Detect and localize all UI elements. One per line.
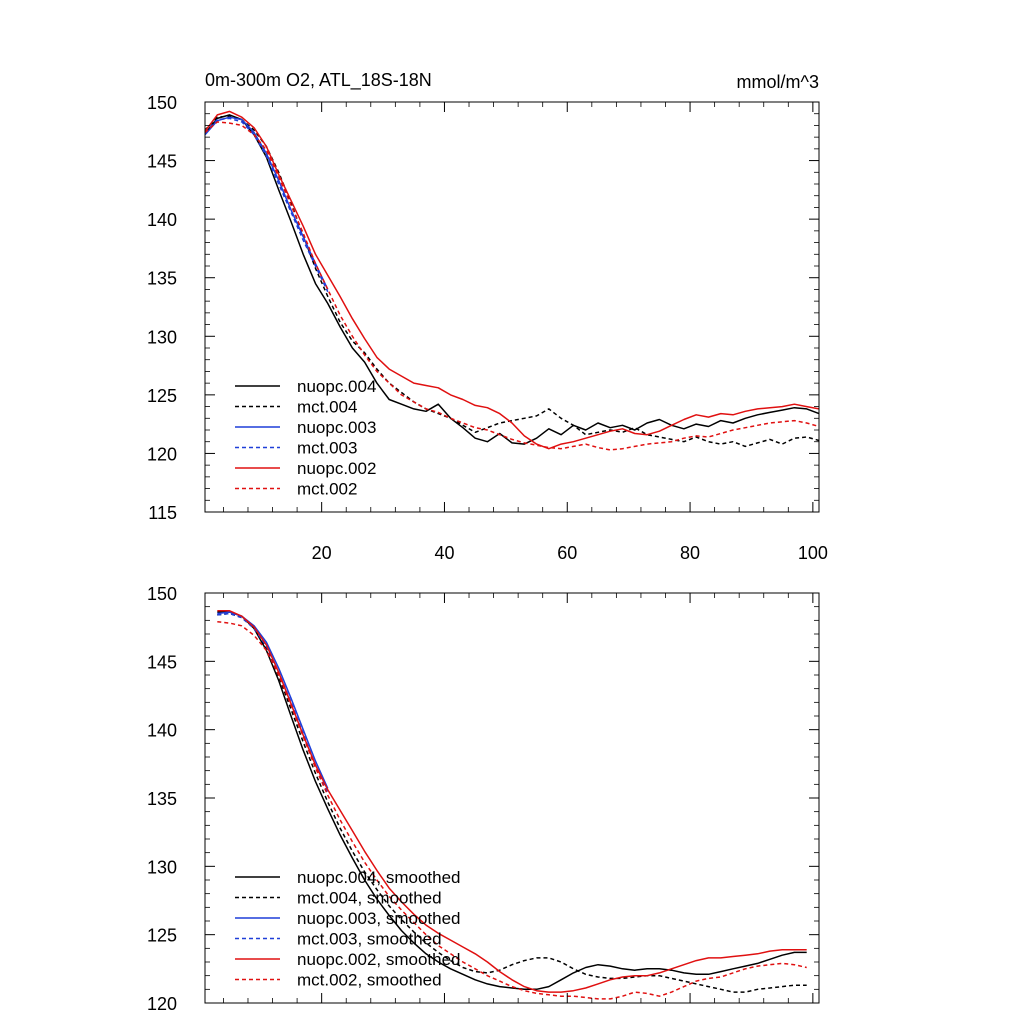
top-ytick-label-0: 115 — [148, 503, 177, 523]
top-xtick-label-4: 100 — [798, 543, 828, 563]
top-legend-label-0: nuopc.004 — [297, 377, 376, 396]
bottom-series-line-3 — [217, 612, 329, 793]
top-legend-label-5: mct.002 — [297, 480, 357, 499]
bottom-legend-label-4: nuopc.002, smoothed — [297, 950, 461, 969]
top-minor-ticks — [205, 102, 819, 512]
bottom-ytick-label-6: 150 — [147, 584, 177, 604]
top-major-ticks — [205, 101, 819, 513]
top-xtick-label-1: 40 — [434, 543, 454, 563]
top-ytick-label-6: 145 — [147, 152, 177, 172]
bottom-y-tick-labels: 120 125 130 135 140 145 150 — [147, 584, 177, 1014]
bottom-ytick-label-4: 140 — [147, 721, 177, 741]
top-series-line-4 — [204, 110, 820, 450]
top-series-line-5 — [204, 121, 820, 451]
bottom-series-lines — [217, 610, 807, 1000]
top-panel: 115 120 125 130 135 140 145 150 20 40 60 80 100 0m-… — [147, 70, 828, 563]
top-y-tick-labels: 115 120 125 130 135 140 145 150 — [147, 93, 177, 523]
top-legend-label-4: nuopc.002 — [297, 459, 376, 478]
bottom-ytick-label-2: 130 — [147, 857, 177, 877]
bottom-panel: 120 125 130 135 140 145 150 nuopc.004, smoothe… — [147, 584, 820, 1014]
top-ytick-label-7: 150 — [147, 93, 177, 113]
bottom-plot-frame — [204, 592, 820, 1004]
bottom-legend-label-0: nuopc.004, smoothed — [297, 868, 461, 887]
bottom-ytick-label-0: 120 — [147, 994, 177, 1014]
top-plot-frame — [204, 101, 820, 513]
top-series-line-3 — [204, 117, 329, 293]
top-chart-title: 0m-300m O2, ATL_18S-18N — [205, 70, 432, 91]
top-ytick-label-4: 135 — [147, 269, 177, 289]
top-legend-label-1: mct.004 — [297, 398, 357, 417]
top-units-label: mmol/m^3 — [737, 72, 819, 92]
bottom-ytick-label-5: 145 — [147, 652, 177, 672]
top-series-line-2 — [204, 116, 329, 290]
top-legend-label-2: nuopc.003 — [297, 418, 376, 437]
top-series-line-0 — [204, 114, 820, 445]
top-series-line-1 — [204, 115, 820, 448]
bottom-series-line-4 — [217, 610, 807, 993]
bottom-legend-label-2: nuopc.003, smoothed — [297, 909, 461, 928]
bottom-minor-ticks — [205, 593, 819, 1003]
top-ytick-label-1: 120 — [147, 444, 177, 464]
bottom-series-line-1 — [217, 612, 807, 993]
bottom-series-line-0 — [217, 611, 807, 991]
bottom-ytick-label-3: 135 — [147, 789, 177, 809]
top-x-tick-labels: 20 40 60 80 100 — [312, 543, 828, 563]
bottom-ytick-label-1: 125 — [147, 926, 177, 946]
bottom-legend-label-5: mct.002, smoothed — [297, 971, 442, 990]
bottom-legend-label-3: mct.003, smoothed — [297, 930, 442, 949]
top-series-lines — [204, 110, 820, 451]
top-xtick-label-0: 20 — [312, 543, 332, 563]
top-xtick-label-3: 80 — [680, 543, 700, 563]
top-xtick-label-2: 60 — [557, 543, 577, 563]
top-ytick-label-2: 125 — [147, 386, 177, 406]
top-legend-label-3: mct.003 — [297, 439, 357, 458]
top-ytick-label-3: 130 — [147, 327, 177, 347]
top-ytick-label-5: 140 — [147, 210, 177, 230]
bottom-legend-label-1: mct.004, smoothed — [297, 889, 442, 908]
bottom-series-line-2 — [217, 611, 329, 789]
